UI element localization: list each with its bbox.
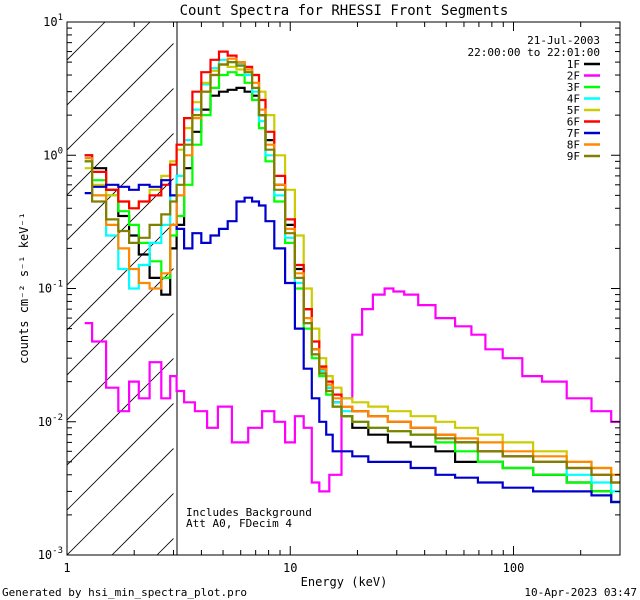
- x-tick-label: 10: [283, 561, 297, 575]
- y-axis-tick-labels: 10-3 10-2 10-1 100 101: [38, 13, 63, 562]
- observation-time-range: 22:00:00 to 22:01:00: [468, 46, 600, 59]
- footer-timestamp: 10-Apr-2023 03:47: [524, 586, 637, 599]
- series-line-2F: [84, 287, 620, 493]
- footer-generated-by: Generated by hsi_min_spectra_plot.pro: [2, 586, 247, 599]
- series-line-5F: [84, 63, 620, 476]
- axis-ticks: [66, 21, 621, 556]
- x-axis-tick-labels: 1 10 100: [63, 561, 524, 575]
- y-tick-label: 100: [43, 146, 63, 162]
- chart-title: Count Spectra for RHESSI Front Segments: [180, 3, 509, 19]
- annotation-attenuator: Att A0, FDecim 4: [186, 517, 292, 530]
- legend-label-7F: 7F: [567, 127, 580, 140]
- legend-label-2F: 2F: [567, 70, 580, 83]
- y-tick-label: 101: [43, 13, 63, 29]
- legend-label-9F: 9F: [567, 150, 580, 163]
- spectra-series: [84, 50, 620, 504]
- hatch-line: [67, 42, 174, 151]
- hatch-line: [67, 447, 174, 555]
- series-line-7F: [84, 179, 620, 504]
- hatch-line: [67, 87, 174, 196]
- y-tick-label: 10-3: [38, 546, 63, 562]
- x-axis-label: Energy (keV): [301, 575, 388, 589]
- legend-label-3F: 3F: [567, 81, 580, 94]
- legend-label-4F: 4F: [567, 93, 580, 106]
- series-line-1F: [84, 86, 620, 504]
- y-axis-label: counts cm⁻² s⁻¹ keV⁻¹: [17, 212, 31, 364]
- series-line-9F: [84, 61, 620, 484]
- hatch-line: [67, 222, 174, 331]
- series-line-3F: [84, 71, 620, 504]
- y-tick-label: 10-1: [38, 280, 63, 296]
- observation-date: 21-Jul-2003: [527, 34, 600, 47]
- legend-label-8F: 8F: [567, 139, 580, 152]
- hatch-line: [67, 357, 174, 466]
- legend-label-5F: 5F: [567, 104, 580, 117]
- legend-label-1F: 1F: [567, 58, 580, 71]
- y-tick-label: 10-2: [38, 413, 63, 429]
- x-tick-label: 1: [63, 561, 70, 575]
- annotation-background: Includes Background: [186, 506, 312, 519]
- legend-label-6F: 6F: [567, 116, 580, 129]
- hatch-line: [67, 402, 174, 511]
- x-tick-label: 100: [503, 561, 525, 575]
